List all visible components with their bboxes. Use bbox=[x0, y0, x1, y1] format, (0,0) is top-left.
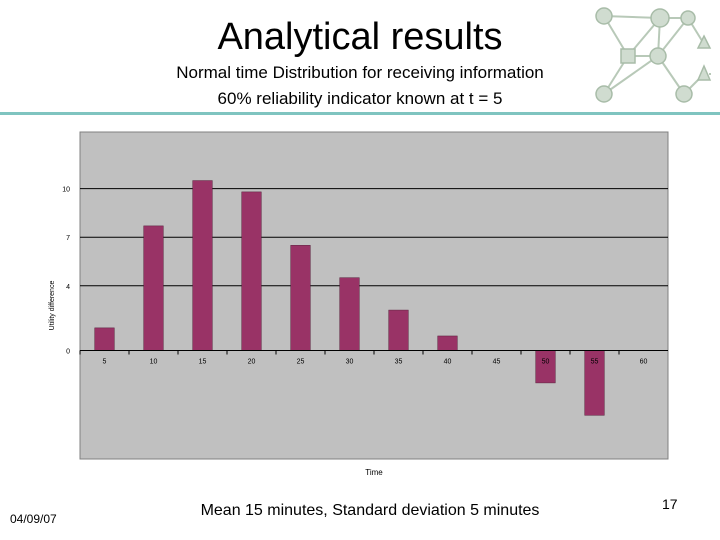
bar-30 bbox=[339, 277, 360, 351]
page-number: 17 bbox=[662, 496, 678, 512]
title-divider bbox=[0, 112, 720, 115]
x-tick-label: 5 bbox=[103, 359, 107, 366]
x-tick-label: 60 bbox=[640, 359, 648, 366]
x-tick-label: 10 bbox=[150, 359, 158, 366]
footer-date: 04/09/07 bbox=[10, 512, 57, 526]
bar-25 bbox=[290, 245, 311, 351]
footer-note: Mean 15 minutes, Standard deviation 5 mi… bbox=[200, 502, 540, 519]
y-tick-label: 0 bbox=[66, 349, 70, 356]
x-tick-label: 25 bbox=[297, 359, 305, 366]
x-tick-label: 15 bbox=[199, 359, 207, 366]
x-tick-label: 35 bbox=[395, 359, 403, 366]
y-tick-label: 7 bbox=[66, 235, 70, 242]
slide-title: Analytical results bbox=[217, 16, 503, 58]
y-axis-title: Utility difference bbox=[49, 281, 56, 331]
x-tick-label: 50 bbox=[542, 359, 550, 366]
network-logo-icon bbox=[595, 7, 714, 103]
x-tick-label: 45 bbox=[493, 359, 501, 366]
bar-35 bbox=[388, 309, 409, 351]
y-tick-label: 10 bbox=[62, 187, 70, 194]
y-tick-label: 4 bbox=[66, 284, 70, 291]
slide-subtitle-line-2: 60% reliability indicator known at t = 5 bbox=[217, 89, 503, 108]
x-tick-label: 40 bbox=[444, 359, 452, 366]
x-tick-labels: 5 10 15 20 25 30 35 40 45 50 55 60 bbox=[79, 350, 648, 366]
bar-15 bbox=[192, 180, 213, 351]
x-tick-label: 55 bbox=[591, 359, 599, 366]
x-tick-label: 20 bbox=[248, 359, 256, 366]
bar-5 bbox=[94, 327, 115, 351]
bar-40 bbox=[437, 335, 458, 351]
utility-difference-bar-chart: 5 10 15 20 25 30 35 40 45 50 55 60 0 4 7 10 Time Utili… bbox=[40, 128, 680, 480]
x-tick-label: 30 bbox=[346, 359, 354, 366]
y-tick-labels: 0 4 7 10 bbox=[62, 187, 70, 356]
x-axis-title: Time bbox=[365, 468, 383, 477]
bar-50 bbox=[535, 350, 556, 384]
bar-10 bbox=[143, 225, 164, 351]
slide-subtitle-line-1: Normal time Distribution for receiving i… bbox=[176, 63, 544, 82]
bars bbox=[94, 180, 605, 416]
bar-20 bbox=[241, 191, 262, 351]
plot-area bbox=[79, 131, 669, 460]
